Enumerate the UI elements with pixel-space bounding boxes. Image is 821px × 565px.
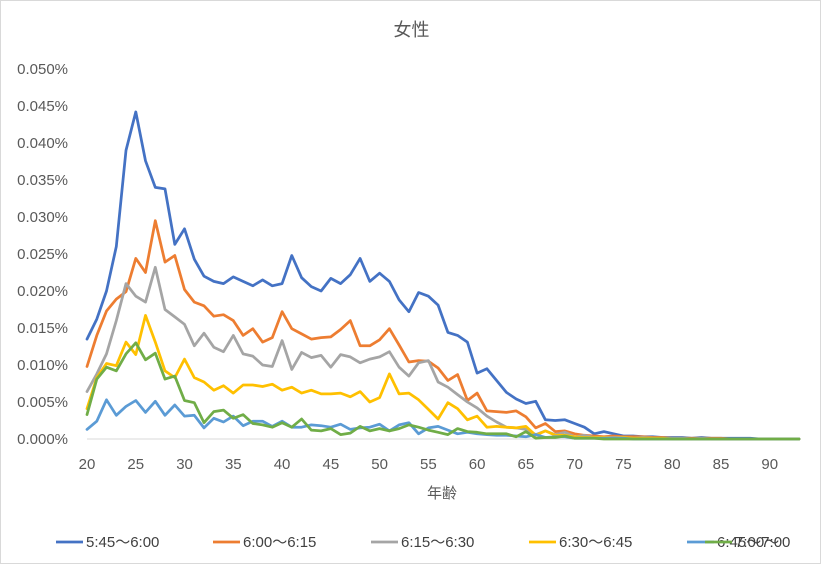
legend-label-4: 6:30～6:45 — [559, 534, 632, 551]
x-tick-label: 45 — [322, 456, 339, 473]
x-axis-label: 年齢 — [427, 484, 457, 502]
series-layer — [85, 110, 801, 441]
y-tick-label: 0.000% — [17, 431, 68, 448]
legend-label-5: 6:45～7:00 — [717, 534, 790, 551]
x-tick-label: 25 — [127, 456, 144, 473]
y-tick-label: 0.020% — [17, 283, 68, 300]
y-tick-label: 0.050% — [17, 61, 68, 78]
x-tick-label: 20 — [79, 456, 96, 473]
y-tick-label: 0.010% — [17, 357, 68, 374]
x-tick-label: 90 — [761, 456, 778, 473]
x-tick-label: 75 — [615, 456, 632, 473]
x-tick-label: 85 — [713, 456, 730, 473]
y-tick-label: 0.040% — [17, 135, 68, 152]
series-line-1 — [85, 110, 801, 441]
x-tick-label: 35 — [225, 456, 242, 473]
legend-label-6: 7:00～ — [735, 534, 779, 551]
series-line-4 — [85, 314, 801, 441]
x-tick-label: 30 — [176, 456, 193, 473]
x-tick-label: 70 — [566, 456, 583, 473]
y-axis-ticks: 0.000% 0.005% 0.010% 0.015% 0.020% 0.025% 0.03… — [17, 61, 68, 448]
legend-label-3: 6:15～6:30 — [401, 534, 474, 551]
y-tick-label: 0.015% — [17, 320, 68, 337]
x-tick-label: 60 — [469, 456, 486, 473]
chart-title: 女性 — [394, 20, 430, 41]
y-tick-label: 0.035% — [17, 172, 68, 189]
legend-label-2: 6:00～6:15 — [243, 534, 316, 551]
legend: 5:45～6:00 6:00～6:15 6:15～6:30 6:30～6:45 6:45… — [56, 534, 790, 551]
x-tick-label: 65 — [518, 456, 535, 473]
y-tick-label: 0.045% — [17, 98, 68, 115]
x-tick-label: 55 — [420, 456, 437, 473]
y-tick-label: 0.025% — [17, 246, 68, 263]
legend-label-1: 5:45～6:00 — [86, 534, 159, 551]
x-tick-label: 40 — [274, 456, 291, 473]
x-tick-label: 50 — [371, 456, 388, 473]
y-tick-label: 0.005% — [17, 394, 68, 411]
x-tick-label: 80 — [664, 456, 681, 473]
series-line-6 — [85, 341, 801, 441]
y-tick-label: 0.030% — [17, 209, 68, 226]
x-axis-ticks: 20 25 30 35 40 45 50 55 60 65 70 75 80 85 90 — [79, 456, 778, 473]
